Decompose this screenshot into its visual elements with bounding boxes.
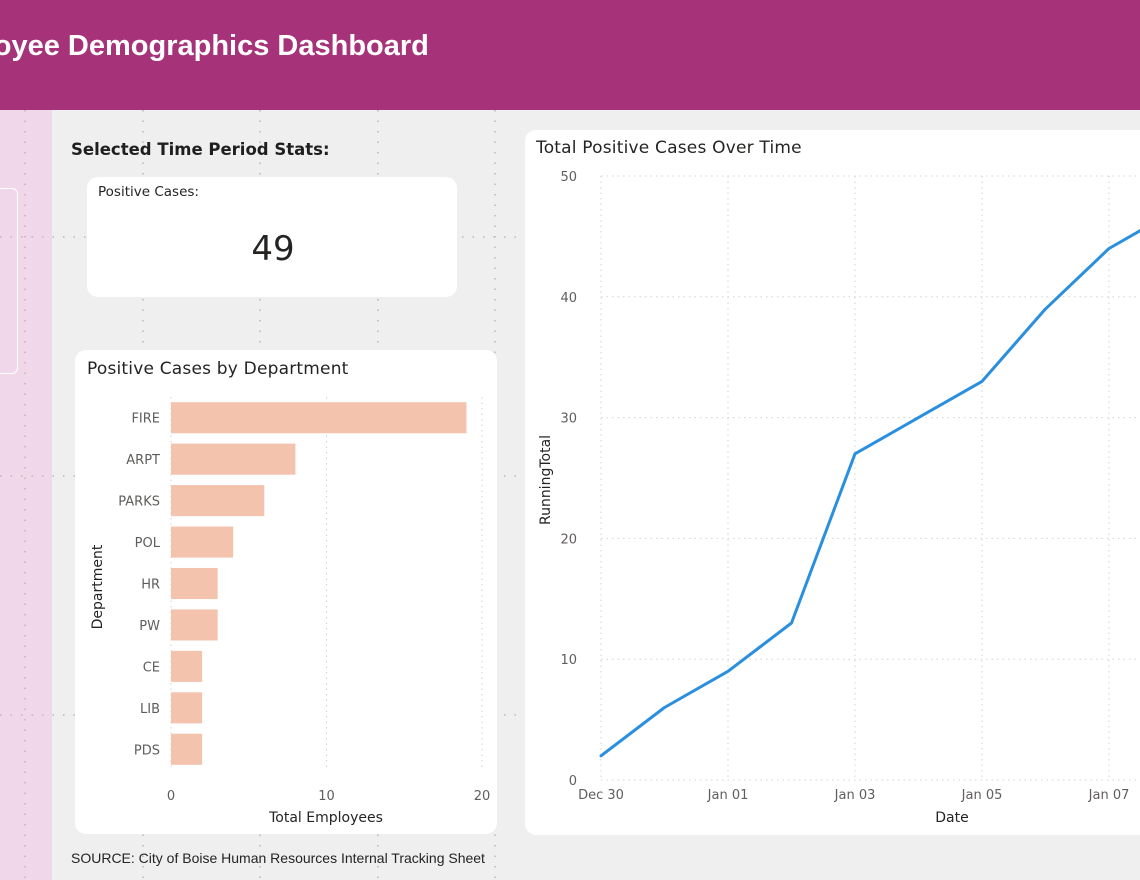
kpi-value: 49 [251,229,295,269]
line-y-tick-label: 20 [560,532,577,547]
bar-category-label: LIB [140,702,160,717]
bar-x-tick-label: 10 [318,789,335,804]
line-x-tick-label: Jan 03 [834,788,876,803]
kpi-label: Positive Cases: [98,184,199,200]
line-x-tick-label: Jan 01 [707,788,749,803]
line-x-tick-label: Jan 05 [961,788,1003,803]
bar-hr[interactable] [171,567,218,600]
bar-ce[interactable] [171,650,203,682]
line-x-axis-label: Date [935,810,968,826]
positive-cases-card[interactable]: Positive Cases: 49 [87,177,457,297]
line-y-tick-label: 40 [560,291,577,306]
line-y-tick-label: 50 [560,170,577,185]
line-y-tick-label: 0 [569,774,577,789]
bar-category-label: POL [135,536,161,551]
dashboard-title: ployee Demographics Dashboard [0,30,429,62]
slicer-box[interactable] [0,188,18,374]
bar-chart-title: Positive Cases by Department [87,359,349,379]
bar-category-label: PDS [134,743,160,758]
bar-pol[interactable] [171,526,234,558]
bar-category-label: ARPT [126,453,160,468]
bar-lib[interactable] [171,692,203,724]
bar-pw[interactable] [171,609,218,641]
bar-category-label: PARKS [118,495,160,510]
bar-category-label: PW [139,619,160,634]
line-x-tick-label: Jan 07 [1088,788,1130,803]
bar-arpt[interactable] [171,443,296,475]
bar-y-axis-label: Department [90,544,106,629]
bar-category-label: HR [141,578,160,593]
dashboard-header: ployee Demographics Dashboard [0,0,1140,110]
bar-category-label: FIRE [131,412,160,427]
line-chart-title: Total Positive Cases Over Time [536,138,802,158]
bar-x-tick-label: 0 [167,789,175,804]
line-chart: 0 10 20 30 40 50 Dec 30 Jan 01 Jan 03 Jan 05 Jan … [538,170,1140,826]
line-y-tick-label: 30 [560,412,577,427]
cases-over-time-chart-card[interactable]: Total Positive Cases Over Time 0 10 20 30 40… [525,130,1140,835]
bar-fire[interactable] [171,402,467,434]
line-x-tick-label: Dec 30 [578,788,624,803]
bar-parks[interactable] [171,485,265,517]
running-total-line[interactable] [599,188,1140,758]
filter-panel [0,110,52,880]
stats-section-title: Selected Time Period Stats: [71,140,330,159]
line-y-axis-label: RunningTotal [538,435,554,525]
bar-x-axis-label: Total Employees [268,810,383,826]
bar-chart: FIRE ARPT PARKS POL HR PW CE LIB PDS 0 10 20 Total… [90,397,491,826]
bar-pds[interactable] [171,733,203,765]
department-bar-chart-card[interactable]: Positive Cases by Department FIRE ARPT PAR… [75,350,497,834]
bar-category-label: CE [143,660,160,675]
line-y-tick-label: 10 [560,653,577,668]
source-note: SOURCE: City of Boise Human Resources In… [71,850,485,866]
bar-x-tick-label: 20 [474,789,491,804]
